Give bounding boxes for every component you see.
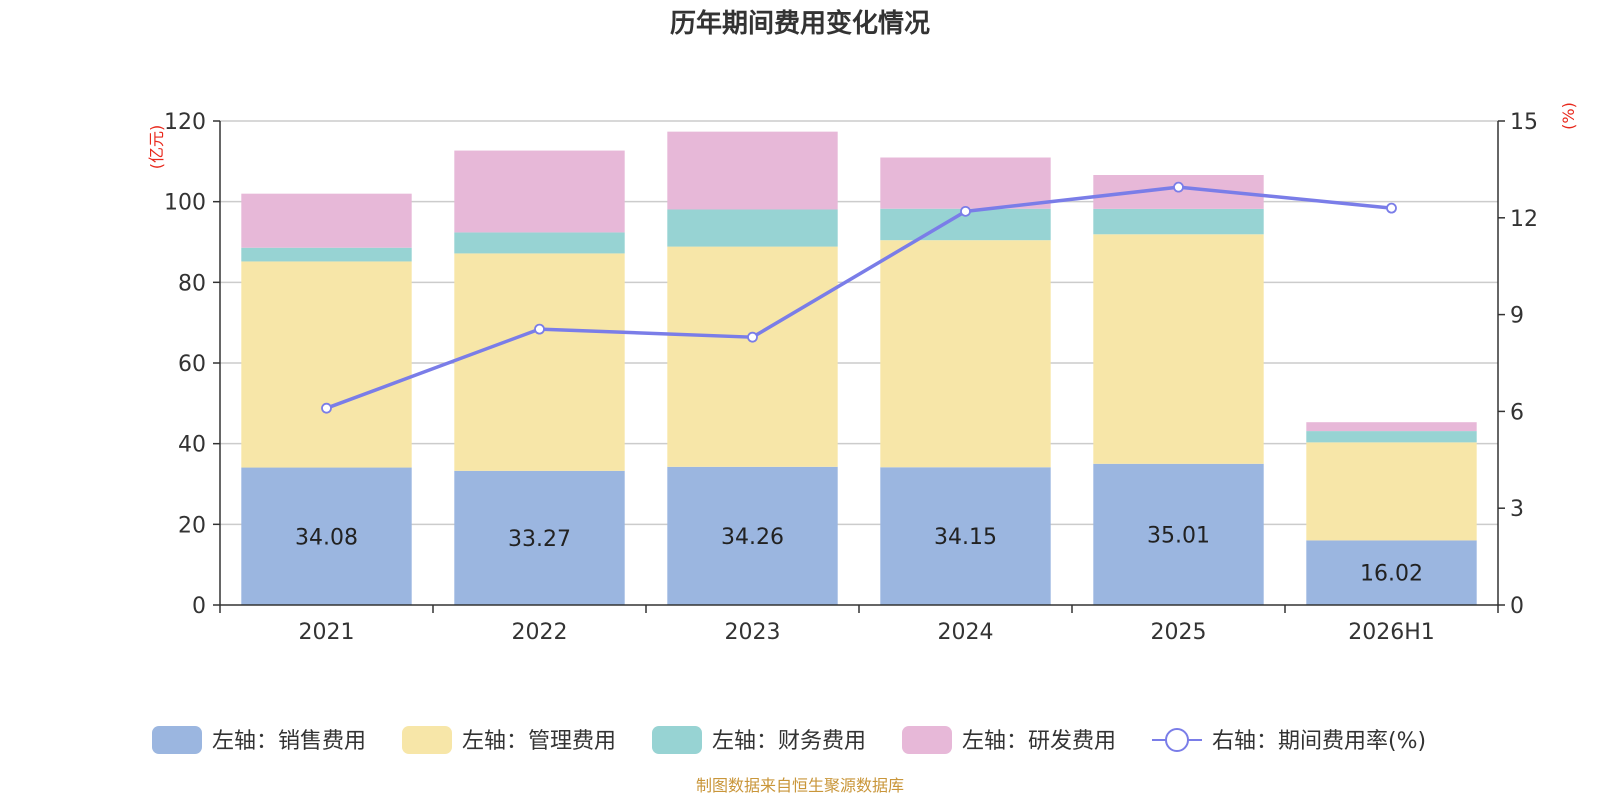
right-tick-label: 15 [1510,110,1538,135]
bar-segment [454,232,625,254]
bar-segment [241,193,412,248]
axes: 0 20 40 60 80 100 120 0 3 6 9 12 15 2021 2022 2023 2024 2… [164,110,1538,645]
grid [220,120,1498,526]
bar-segment [241,467,412,605]
legend-marker [1165,728,1189,752]
bar-segment [667,246,838,467]
x-tick-label: 2022 [512,620,568,645]
legend-label: 左轴：管理费用 [462,729,616,754]
bar-segment [454,150,625,233]
legend-swatch [152,726,202,754]
bar-value-label: 34.15 [934,525,997,550]
bar-segment [1306,431,1477,443]
bar-segment [880,467,1051,605]
bar-segment [880,157,1051,209]
bar-value-label: 33.27 [508,527,571,552]
left-tick-label: 100 [164,191,206,216]
x-tick-label: 2024 [938,620,994,645]
legend-label: 左轴：研发费用 [962,729,1116,754]
rate-line-point [747,331,758,343]
legend-label: 左轴：销售费用 [212,729,366,754]
x-tick-label: 2021 [299,620,355,645]
bar-segment [667,209,838,247]
legend-swatch [652,726,702,754]
left-tick-label: 60 [178,352,206,377]
rate-line-point [1173,181,1184,193]
rate-line-point [534,323,545,335]
bar-segment [1306,442,1477,541]
left-axis-unit: (亿元) [147,125,166,170]
bar-value-label: 34.08 [295,525,358,550]
bar-segment [454,470,625,605]
bars: 34.08 33.27 34.26 34.15 35.01 16.02 [241,131,1477,605]
legend: 左轴：销售费用 左轴：管理费用 左轴：财务费用 左轴：研发费用 右轴：期间费用率(%) [152,726,1426,754]
right-tick-label: 9 [1510,304,1524,329]
rate-line-path [325,185,1392,410]
right-tick-label: 12 [1510,207,1538,232]
x-tick-label: 2025 [1151,620,1207,645]
right-tick-label: 6 [1510,400,1524,425]
rate-line-point [1386,202,1397,214]
left-tick-label: 40 [178,433,206,458]
bar-segment [880,240,1051,468]
bar-segment [667,131,838,210]
bar-segment [1306,540,1477,605]
left-tick-label: 20 [178,513,206,538]
bar-value-label: 16.02 [1360,562,1423,587]
legend-label: 左轴：财务费用 [712,729,866,754]
bar-value-label: 35.01 [1147,523,1210,548]
rate-line [321,181,1397,414]
bar-segment [241,247,412,262]
rate-line-point [321,402,332,414]
bar-segment [1093,208,1264,235]
legend-label: 右轴：期间费用率(%) [1212,729,1426,754]
x-tick-label: 2026H1 [1348,620,1435,645]
right-axis-unit: (%) [1559,102,1578,130]
bar-segment [1306,422,1477,432]
source-note: 制图数据来自恒生聚源数据库 [696,776,904,795]
x-tick-label: 2023 [725,620,781,645]
bar-segment [454,253,625,471]
rate-line-point [960,205,971,217]
left-tick-label: 0 [192,594,206,619]
bar-segment [241,261,412,468]
bar-segment [667,466,838,605]
left-tick-label: 80 [178,271,206,296]
bar-value-label: 34.26 [721,525,784,550]
chart-title: 历年期间费用变化情况 [670,8,930,39]
right-tick-label: 3 [1510,497,1524,522]
legend-swatch [902,726,952,754]
right-tick-label: 0 [1510,594,1524,619]
bar-segment [1093,234,1264,464]
left-tick-label: 120 [164,110,206,135]
bar-segment [1093,463,1264,605]
legend-swatch [402,726,452,754]
